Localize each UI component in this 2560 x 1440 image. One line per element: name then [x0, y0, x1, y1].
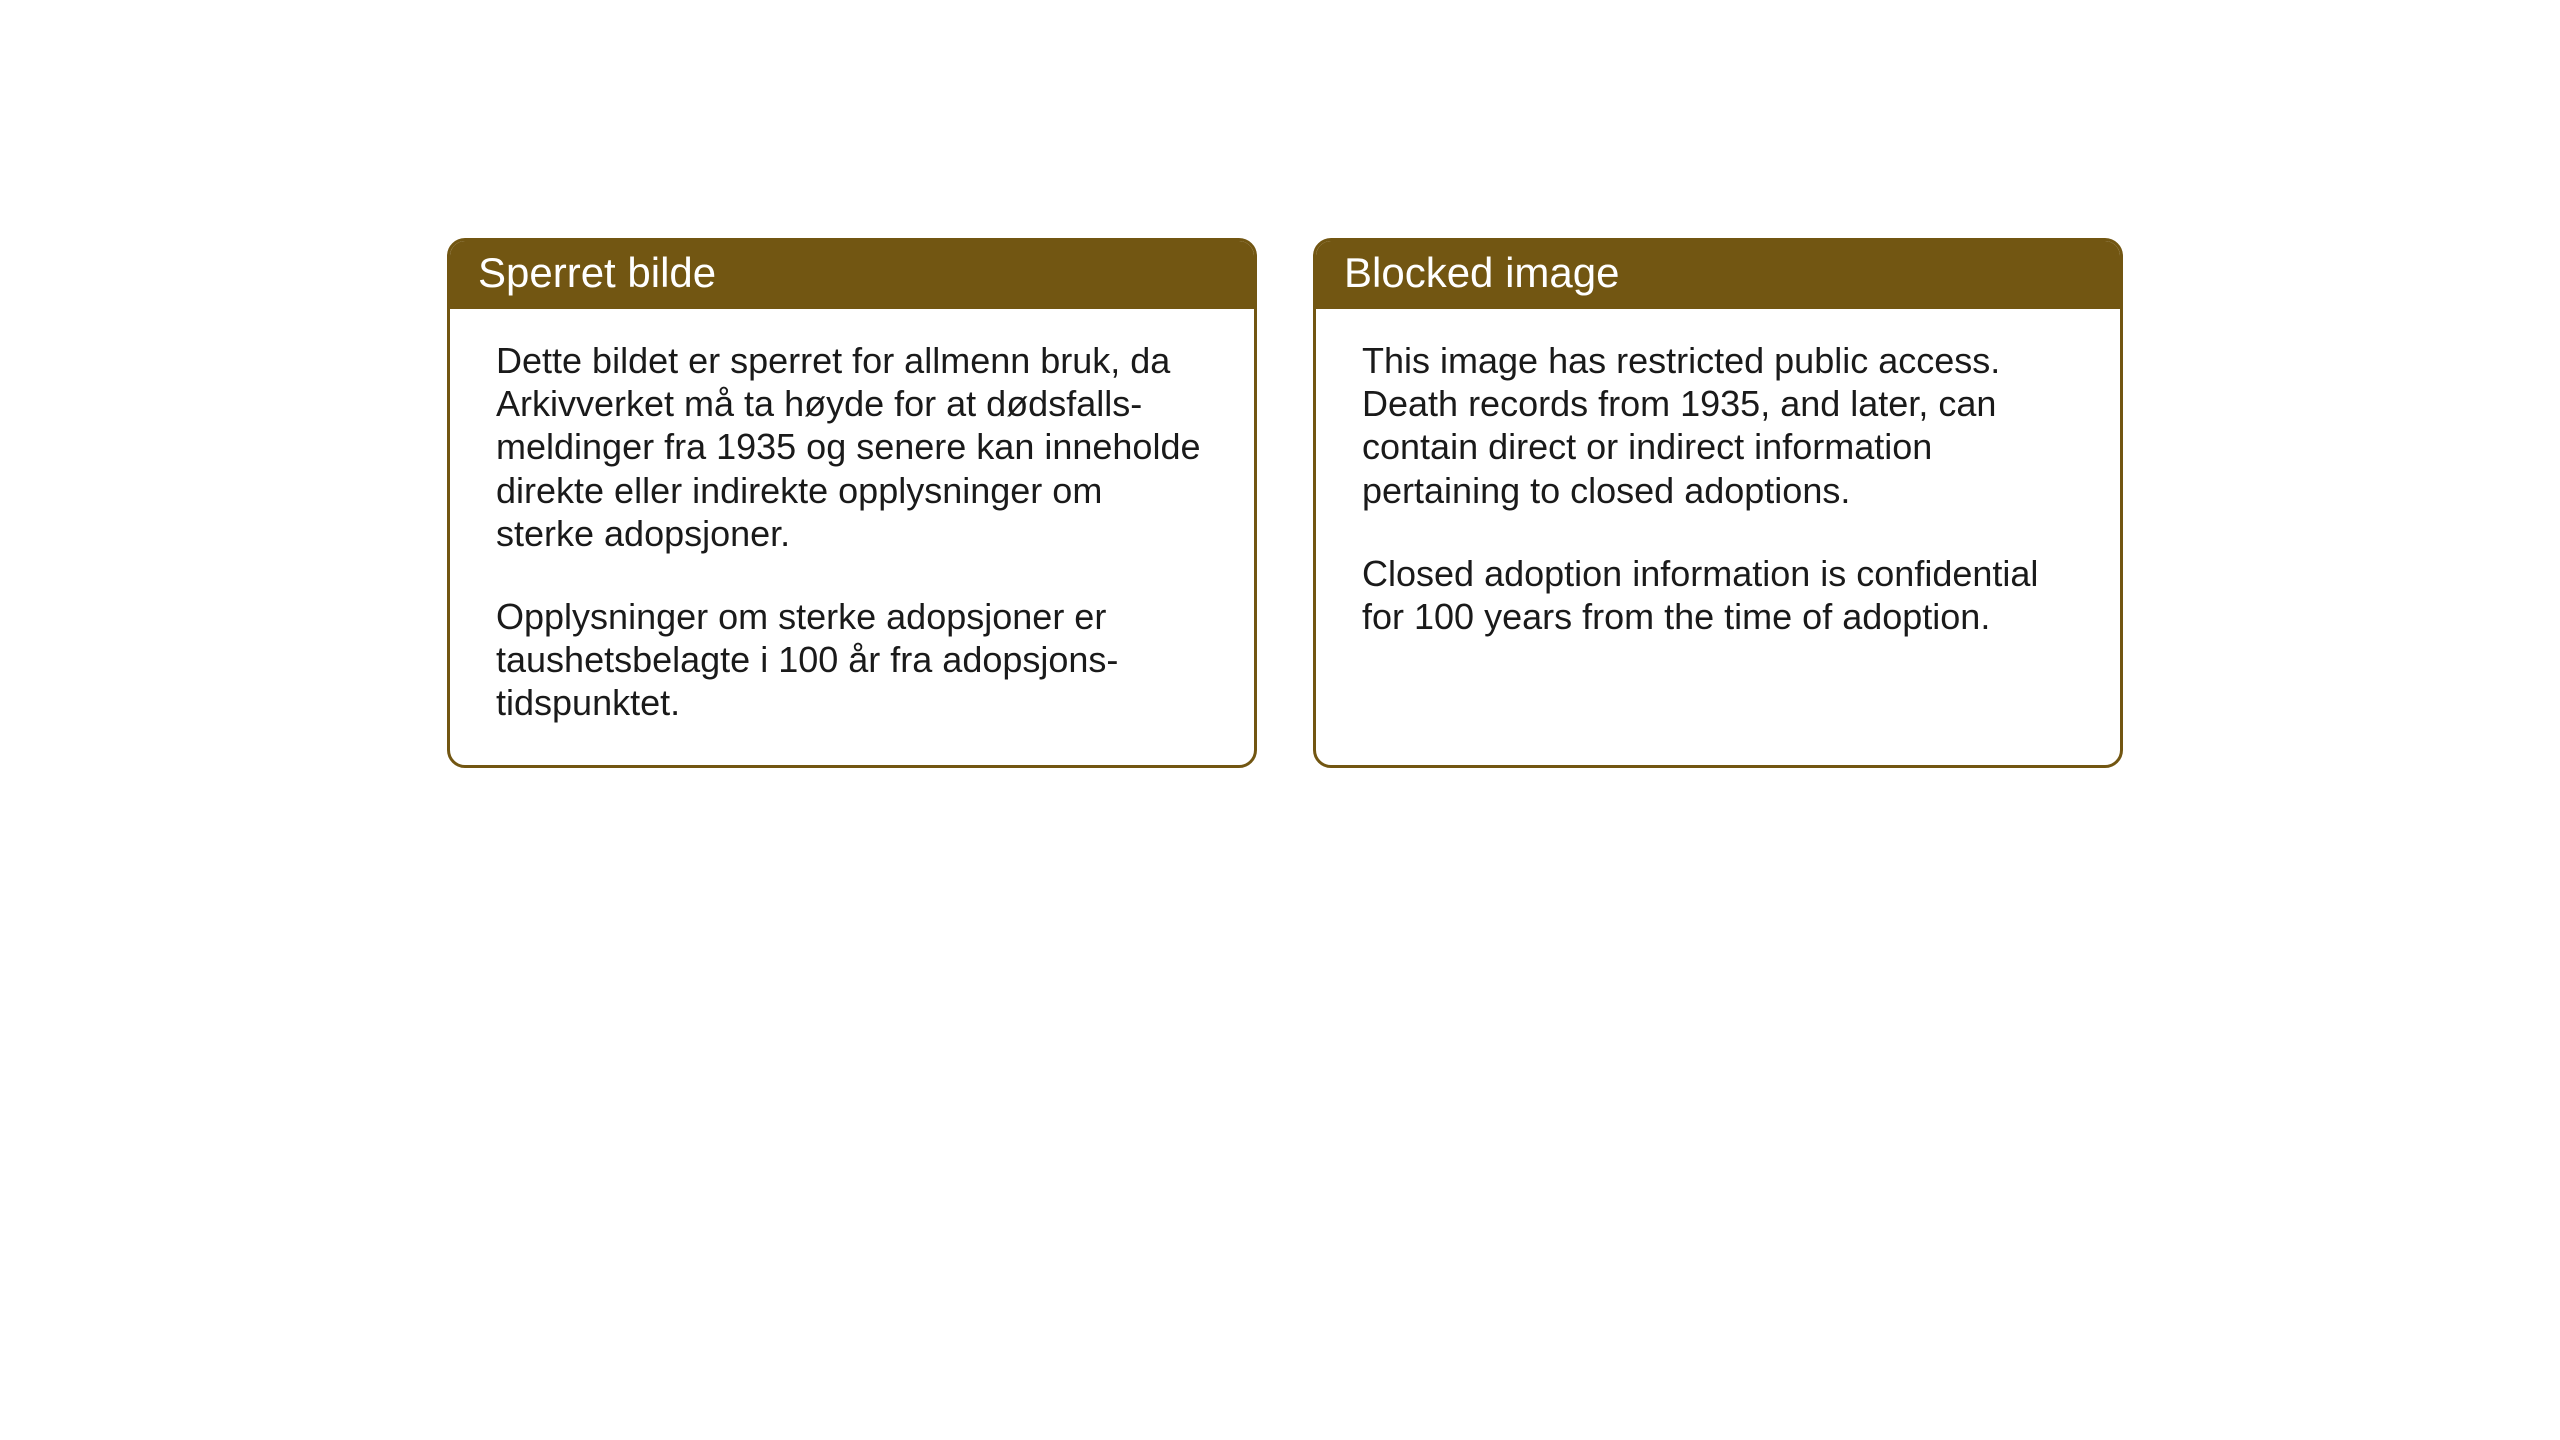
card-paragraph-2-norwegian: Opplysninger om sterke adopsjoner er tau… [496, 595, 1208, 725]
notice-card-norwegian: Sperret bilde Dette bildet er sperret fo… [447, 238, 1257, 768]
card-body-norwegian: Dette bildet er sperret for allmenn bruk… [450, 309, 1254, 765]
notice-cards-container: Sperret bilde Dette bildet er sperret fo… [447, 238, 2123, 768]
card-paragraph-1-norwegian: Dette bildet er sperret for allmenn bruk… [496, 339, 1208, 555]
card-title-english: Blocked image [1316, 241, 2120, 309]
card-title-norwegian: Sperret bilde [450, 241, 1254, 309]
notice-card-english: Blocked image This image has restricted … [1313, 238, 2123, 768]
card-paragraph-1-english: This image has restricted public access.… [1362, 339, 2074, 512]
card-paragraph-2-english: Closed adoption information is confident… [1362, 552, 2074, 638]
card-body-english: This image has restricted public access.… [1316, 309, 2120, 736]
